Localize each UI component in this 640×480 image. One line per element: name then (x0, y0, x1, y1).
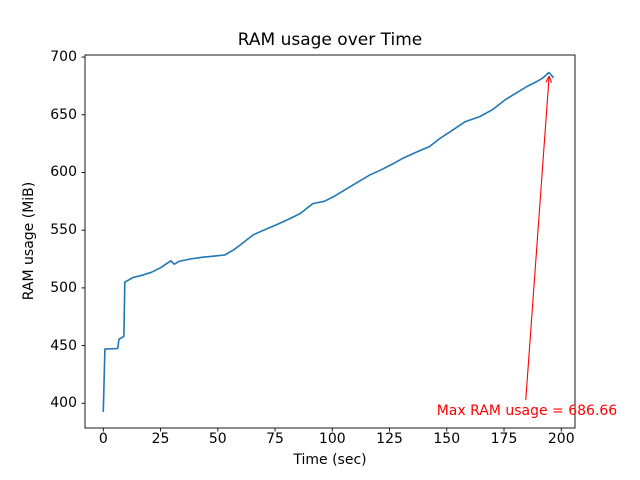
ram-usage-line (102, 71, 555, 413)
chart-title: RAM usage over Time (237, 30, 423, 50)
annotation-arrow-head (545, 75, 550, 83)
x-tick-label: 50 (208, 431, 227, 447)
y-tick-label: 700 (50, 49, 77, 66)
annotation-arrow-head (548, 75, 553, 83)
y-tick-label: 550 (50, 222, 77, 239)
y-tick-label: 450 (50, 337, 77, 354)
y-tick-label: 600 (50, 164, 77, 181)
x-axis-label: Time (sec) (293, 452, 367, 468)
max-ram-annotation: Max RAM usage = 686.66 (436, 402, 618, 419)
x-tick-label: 150 (433, 431, 461, 447)
x-tick-label: 75 (266, 431, 284, 447)
x-tick-label: 175 (490, 431, 518, 447)
annotation-arrow-shaft (525, 76, 550, 400)
x-tick-label: 200 (547, 431, 575, 447)
y-tick-label: 650 (50, 106, 77, 123)
x-tick-label: 0 (98, 431, 108, 447)
x-tick-label: 100 (318, 431, 346, 447)
axes-spines (84, 54, 576, 429)
x-tick-label: 25 (151, 431, 170, 447)
y-tick-label: 400 (50, 395, 77, 412)
x-tick-label: 125 (376, 431, 403, 447)
y-tick-label: 500 (50, 279, 77, 296)
